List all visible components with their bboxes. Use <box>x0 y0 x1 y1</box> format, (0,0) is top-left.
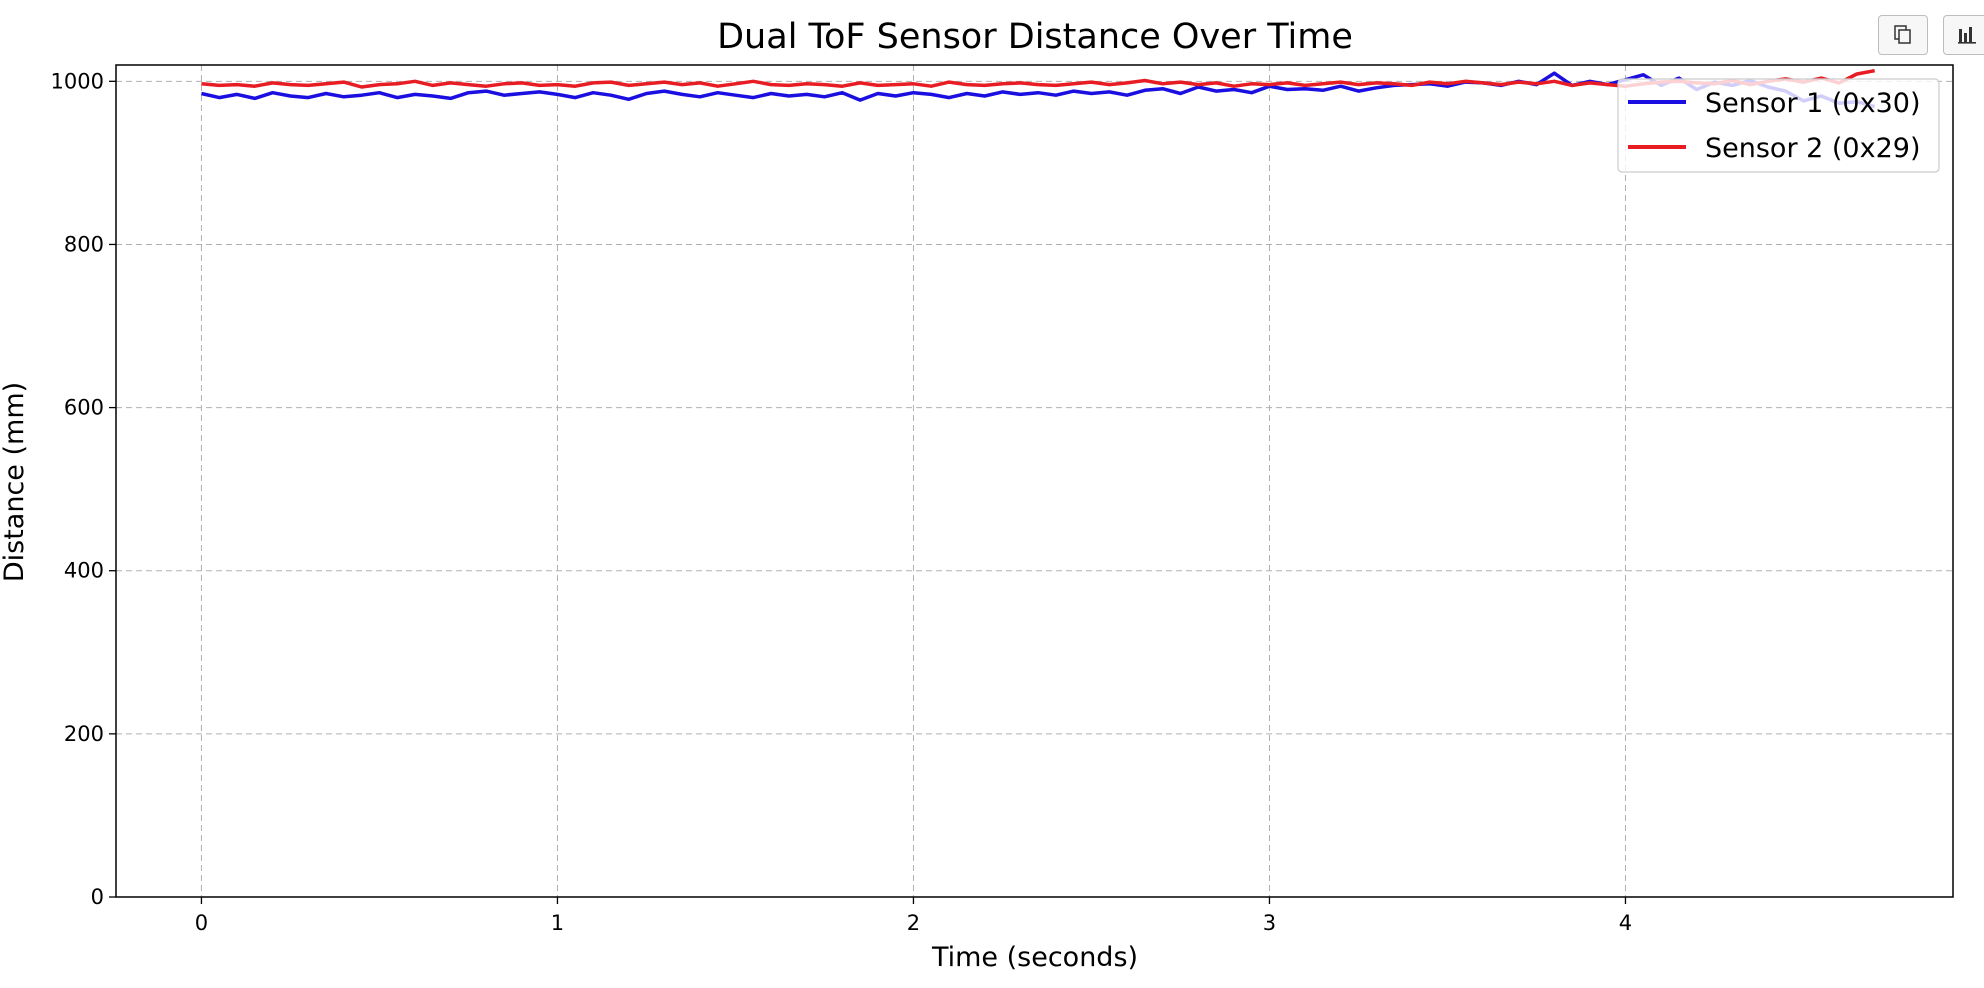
series-lines <box>201 68 1876 109</box>
y-tick-label: 200 <box>64 722 104 746</box>
legend-label-sensor-1: Sensor 1 (0x30) <box>1705 88 1920 119</box>
grid-lines <box>116 65 1953 898</box>
bar-chart-icon <box>1958 27 1976 44</box>
y-tick-label: 400 <box>64 559 104 583</box>
y-tick-label: 1000 <box>51 69 104 93</box>
legend-box <box>1617 78 1940 173</box>
plot-area-frame <box>115 64 1954 898</box>
axis-ticks: 0 1 2 3 4 0 200 400 600 800 1000 <box>51 69 1633 935</box>
legend: Sensor 1 (0x30) Sensor 2 (0x29) <box>1617 78 1940 173</box>
x-tick-label: 4 <box>1619 911 1632 935</box>
x-tick-label: 3 <box>1263 911 1276 935</box>
y-tick-label: 600 <box>64 396 104 420</box>
copy-icon <box>1894 25 1911 44</box>
y-tick-label: 0 <box>91 885 104 909</box>
y-axis-label: Distance (mm) <box>0 382 30 582</box>
x-tick-label: 1 <box>551 911 564 935</box>
legend-label-sensor-2: Sensor 2 (0x29) <box>1705 133 1920 164</box>
x-tick-label: 2 <box>907 911 920 935</box>
series-line-sensor-2 <box>201 68 1876 89</box>
y-tick-label: 800 <box>64 232 104 256</box>
copy-button[interactable] <box>1878 15 1928 55</box>
chart-title: Dual ToF Sensor Distance Over Time <box>717 17 1353 57</box>
x-axis-label: Time (seconds) <box>931 942 1138 973</box>
chart-button[interactable] <box>1943 15 1984 55</box>
x-tick-label: 0 <box>195 911 208 935</box>
